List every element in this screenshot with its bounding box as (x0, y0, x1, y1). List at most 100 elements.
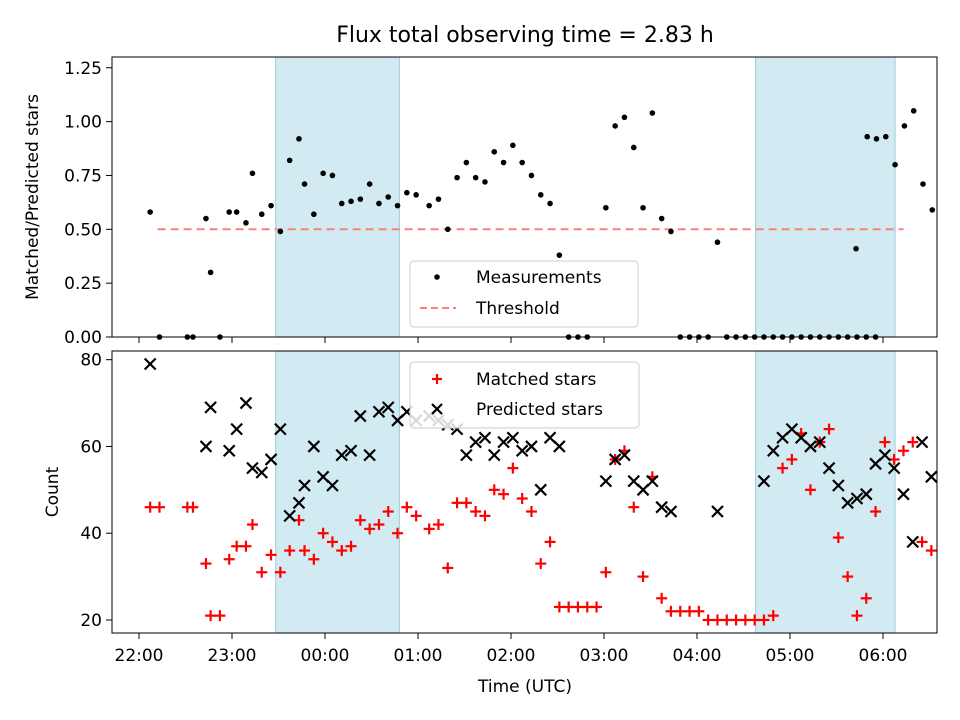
matched-star-point (223, 553, 235, 565)
measurement-point (640, 204, 646, 211)
measurement-point (301, 181, 308, 187)
predicted-star-point (664, 505, 678, 518)
xtick-label: 00:00 (301, 646, 350, 666)
measurement-point (658, 215, 665, 222)
predicted-star-point (766, 444, 780, 458)
matched-star-point (758, 614, 770, 626)
predicted-star-point (230, 422, 243, 436)
predicted-star-point (608, 453, 622, 466)
matched-star-point (479, 510, 491, 522)
measurement-point (258, 211, 265, 218)
predicted-star-point (255, 466, 269, 479)
measurement-point (454, 174, 460, 181)
measurement-point (233, 209, 240, 215)
measurement-point (203, 215, 209, 222)
matched-star-point (851, 610, 863, 622)
measurement-point (901, 123, 908, 129)
predicted-star-point (534, 483, 548, 497)
measurement-point (920, 181, 926, 187)
matched-star-point (916, 536, 928, 548)
predicted-star-point (274, 422, 287, 436)
matched-star-point (308, 553, 320, 565)
top-shaded-bands (275, 56, 896, 338)
bottom-ytick-label: 60 (80, 437, 102, 457)
xtick-label: 02:00 (487, 646, 536, 666)
matched-star-point (364, 523, 376, 535)
measurement-point (556, 252, 563, 258)
measurement-point (243, 220, 249, 226)
predicted-star-point (711, 505, 724, 518)
matched-star-point (767, 610, 779, 622)
xtick-label: 03:00 (580, 646, 629, 666)
measurement-point (444, 226, 451, 233)
matched-star-point (205, 610, 217, 622)
top-shaded-band-0 (275, 56, 400, 338)
matched-star-point (749, 614, 761, 626)
predicted-star-point (813, 435, 827, 449)
matched-star-point (665, 605, 677, 617)
measurement-point (385, 194, 392, 200)
measurement-point (311, 211, 317, 218)
bottom-x-ticks: 22:00 23:00 00:00 01:00 02:00 03:00 04:00 05:00… (115, 633, 908, 666)
measurement-point (621, 114, 628, 121)
measurement-point (426, 202, 432, 209)
matched-star-point (572, 601, 584, 613)
measurement-point (207, 269, 214, 276)
predicted-star-point (292, 496, 306, 510)
measurement-point (249, 170, 256, 177)
matched-star-point (637, 571, 649, 583)
xtick-label: 06:00 (859, 646, 908, 666)
measurement-point (612, 123, 618, 129)
matched-star-point (373, 519, 385, 531)
predicted-star-point (887, 461, 901, 475)
measurement-point (630, 144, 637, 151)
matched-star-point (246, 519, 258, 531)
matched-star-point (544, 536, 556, 548)
top-shaded-band-1 (755, 56, 896, 338)
measurement-point (366, 181, 373, 187)
matched-star-point (628, 501, 640, 513)
measurement-point (482, 179, 488, 185)
predicted-star-point (460, 448, 473, 462)
measurement-point (929, 207, 936, 213)
matched-star-point (563, 601, 575, 613)
bottom-shaded-band-0 (275, 350, 400, 634)
legend-matched-label: Matched stars (476, 370, 596, 390)
measurement-point (404, 189, 410, 196)
predicted-star-point (381, 401, 395, 414)
matched-star-point (879, 436, 891, 448)
predicted-star-point (222, 444, 236, 458)
predicted-star-point (915, 435, 929, 449)
matched-star-point (200, 558, 212, 570)
predicted-star-point (487, 448, 501, 462)
matched-star-point (231, 540, 243, 552)
measurement-point (348, 198, 354, 205)
matched-star-point (897, 445, 909, 457)
measurement-point (357, 196, 364, 202)
predicted-star-point (878, 448, 892, 462)
matched-star-point (153, 501, 165, 513)
measurement-point (435, 196, 442, 202)
legend-measurements-marker (434, 274, 440, 280)
legend-threshold-label: Threshold (475, 299, 560, 319)
predicted-star-point (804, 440, 817, 453)
matched-star-point (240, 540, 252, 552)
matched-star-point (804, 484, 816, 496)
predicted-star-point (354, 409, 367, 423)
matched-star-point (284, 545, 296, 557)
measurement-point (413, 192, 419, 198)
predicted-star-point (143, 357, 157, 371)
predicted-star-point (239, 396, 253, 410)
measurement-point (394, 202, 401, 209)
matched-star-point (345, 540, 357, 552)
bottom-ytick-label: 40 (80, 524, 102, 544)
matched-star-point (674, 605, 686, 617)
top-ytick-label: 0.00 (64, 328, 102, 348)
predicted-star-point (655, 500, 668, 514)
predicted-star-point (335, 448, 349, 462)
measurement-point (277, 228, 284, 235)
predicted-star-point (363, 448, 376, 462)
matched-star-point (144, 501, 156, 513)
matched-star-point (684, 605, 696, 617)
top-legend-box (409, 260, 639, 328)
